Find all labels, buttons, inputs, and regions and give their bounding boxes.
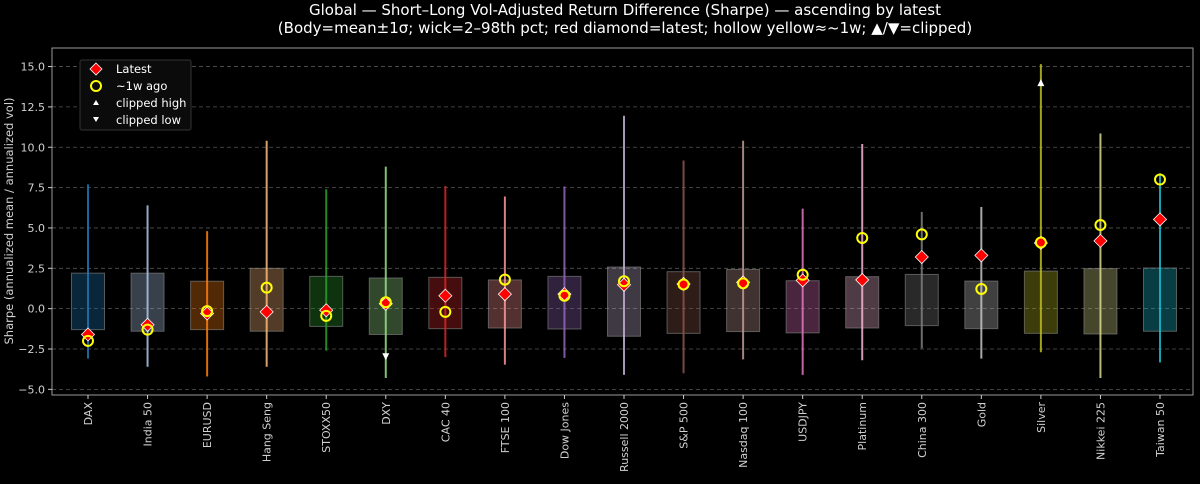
x-tick-label: CAC 40 [439, 402, 452, 442]
range-nasdaq-100 [726, 140, 761, 360]
latest-marker [855, 272, 870, 287]
legend-label-clipped-high: clipped high [116, 96, 186, 110]
range-dow-jones [547, 186, 582, 358]
range-hang-seng [249, 140, 284, 367]
y-axis-label: Sharpe (annualized mean / annualized vol… [2, 97, 16, 344]
week-ago-marker [201, 305, 214, 318]
range-usdjpy [785, 208, 820, 375]
x-tick-label: DAX [82, 402, 95, 426]
y-tick-label: 0.0 [28, 303, 46, 316]
x-tick-label: EURUSD [201, 402, 214, 448]
legend-box [79, 59, 192, 131]
x-tick-label: Nasdaq 100 [737, 402, 750, 468]
range-gold [964, 206, 999, 359]
range-india-50 [130, 205, 165, 367]
x-tick-label: Gold [975, 402, 988, 427]
week-ago-marker [618, 275, 630, 288]
range-silver [1023, 64, 1058, 353]
y-tick-label: 10.0 [21, 141, 46, 154]
y-tick-label: −2.5 [18, 343, 45, 356]
week-ago-marker [82, 334, 94, 347]
x-tick-label: DXY [380, 402, 393, 425]
week-ago-marker [915, 228, 928, 241]
y-tick-label: −5.0 [18, 383, 45, 396]
x-tick-label: Platinum [856, 402, 869, 450]
range-nikkei-225 [1083, 133, 1118, 379]
week-ago-marker [379, 296, 392, 309]
x-tick-label: China 300 [916, 402, 929, 458]
latest-marker [1152, 212, 1168, 227]
clipped-high-marker [1037, 79, 1045, 87]
x-tick-label: Hang Seng [261, 402, 274, 462]
week-ago-marker [1034, 236, 1047, 249]
week-ago-marker [856, 231, 869, 244]
legend-clipped-low-icon [93, 117, 99, 122]
x-tick-label: USDJPY [797, 402, 810, 442]
x-tick-label: India 50 [142, 402, 155, 447]
range-platinum [845, 144, 880, 361]
y-tick-label: 15.0 [21, 61, 46, 74]
x-tick-label: Silver [1035, 402, 1048, 433]
x-tick-label: FTSE 100 [499, 402, 512, 453]
legend-label-clipped-low: clipped low [116, 113, 181, 127]
y-tick-label: 7.5 [28, 182, 46, 195]
range-s-p-500 [666, 160, 701, 374]
latest-marker [1093, 233, 1108, 248]
latest-marker [80, 327, 96, 342]
x-tick-label: Nikkei 225 [1094, 402, 1107, 460]
week-ago-marker [558, 289, 571, 302]
range-china-300 [904, 211, 939, 349]
x-tick-label: Taiwan 50 [1154, 402, 1167, 458]
week-ago-marker [677, 278, 690, 291]
week-ago-marker [320, 309, 333, 322]
week-ago-marker [439, 305, 452, 318]
plot-frame [51, 47, 1194, 396]
week-ago-marker [975, 282, 988, 295]
range-ftse-100 [487, 196, 522, 365]
legend: Latest ~1w ago clipped high clipped low [79, 59, 192, 131]
latest-marker [259, 304, 274, 319]
y-tick-label: 2.5 [28, 262, 46, 275]
range-dax [71, 184, 105, 359]
latest-marker [974, 248, 989, 263]
chart-subtitle: (Body=mean±1σ; wick=2–98th pct; red diam… [278, 19, 972, 37]
week-ago-marker [141, 323, 154, 336]
x-tick-label: STOXX50 [320, 402, 333, 453]
week-ago-marker [737, 277, 750, 290]
x-tick-label: Russell 2000 [618, 402, 631, 472]
legend-label-week: ~1w ago [116, 79, 167, 93]
range-taiwan-50 [1143, 173, 1177, 363]
chart-title: Global — Short–Long Vol-Adjusted Return … [309, 1, 941, 19]
clipped-low-marker [382, 353, 390, 361]
range-cac-40 [428, 185, 463, 358]
week-ago-marker [498, 273, 511, 286]
range-russell-2000 [607, 115, 641, 375]
y-tick-label: 12.5 [21, 101, 46, 114]
x-tick-label: Dow Jones [558, 402, 571, 459]
x-tick-label: S&P 500 [678, 402, 691, 449]
week-ago-marker [1094, 219, 1107, 232]
legend-label-latest: Latest [116, 62, 152, 76]
latest-marker [438, 288, 453, 303]
range-dxy [368, 166, 403, 379]
range-stoxx50 [309, 189, 344, 351]
week-ago-marker [796, 268, 809, 281]
latest-marker [914, 249, 929, 265]
range-eurusd [190, 231, 225, 377]
week-ago-marker [260, 281, 273, 294]
y-tick-label: 5.0 [28, 222, 46, 235]
legend-week-circle-icon [90, 80, 102, 92]
legend-clipped-high-icon [93, 100, 99, 105]
latest-marker [497, 287, 512, 302]
legend-latest-diamond-icon [89, 62, 103, 76]
week-ago-marker [1154, 173, 1166, 186]
